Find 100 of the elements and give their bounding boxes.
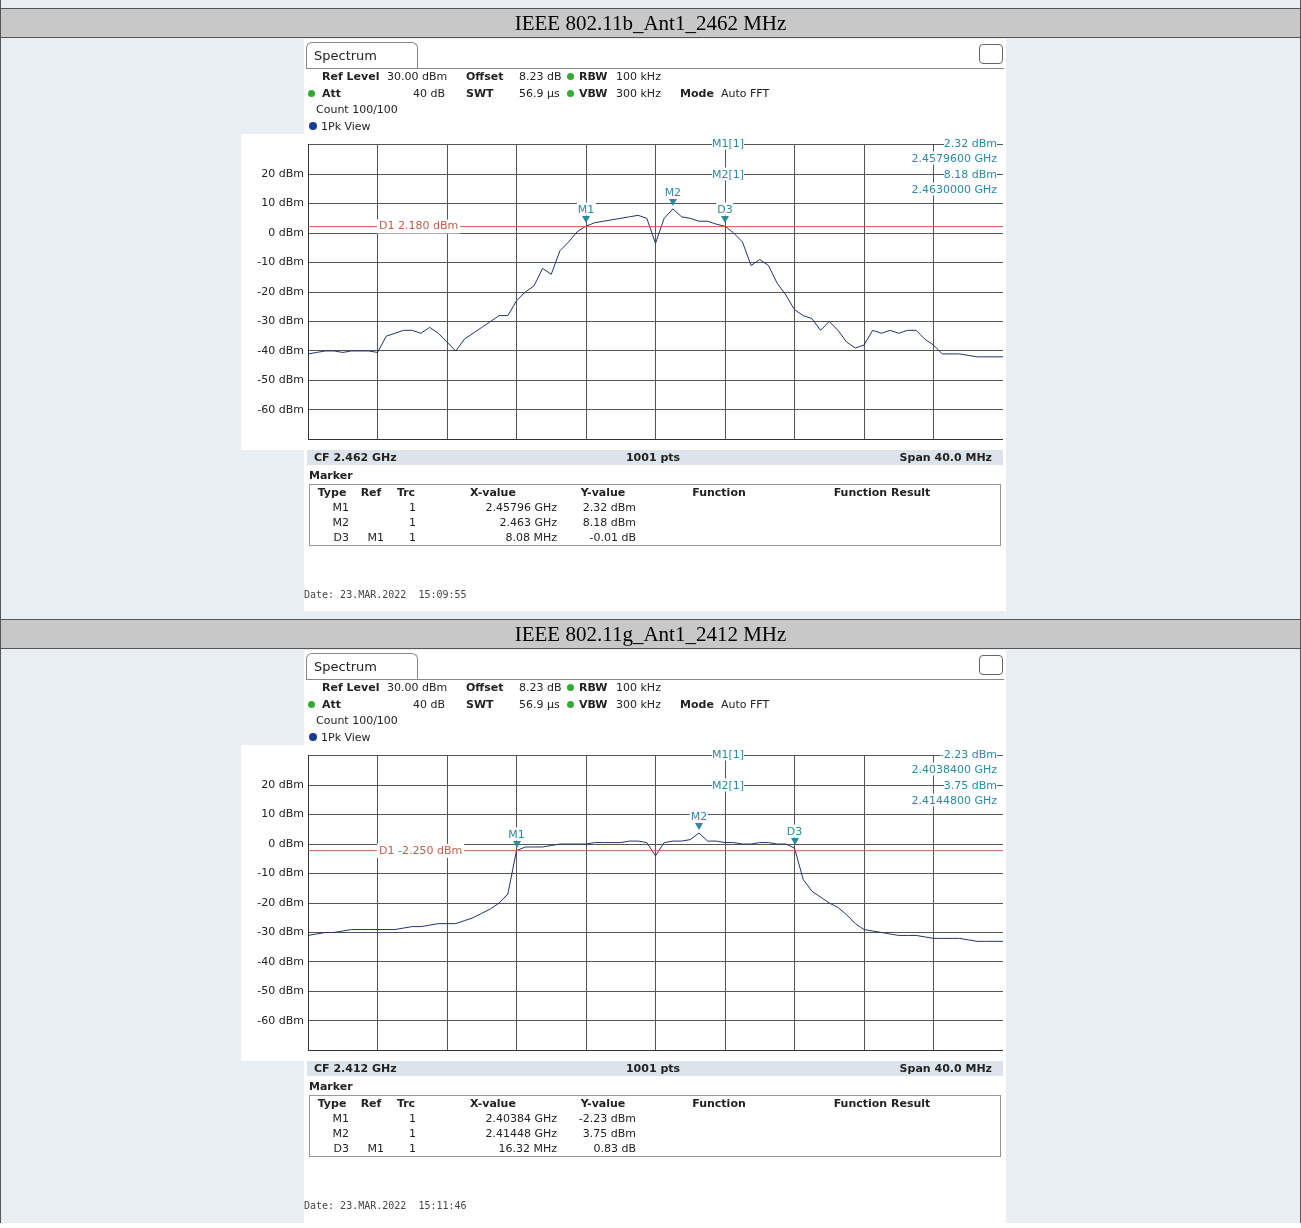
text: Function Result [833, 485, 931, 499]
text: Auto FFT [721, 697, 770, 711]
annotation: -2.23 dBm [939, 747, 997, 761]
text: 2.45796 GHz [485, 500, 557, 514]
y-tick-label: -30 dBm [257, 925, 304, 939]
annotation: M2[1] [712, 167, 745, 181]
text: M1 [367, 1141, 384, 1155]
annotation: 2.4630000 GHz [911, 182, 997, 196]
text: SWT [466, 697, 494, 711]
y-tick-label: -30 dBm [257, 314, 304, 328]
y-tick-label: -40 dBm [257, 954, 304, 968]
text: Offset [466, 69, 504, 83]
text: M1 [332, 500, 349, 514]
text: SWT [466, 86, 494, 100]
text: Type [317, 1096, 347, 1110]
text: VBW [579, 86, 608, 100]
y-tick-label: -20 dBm [257, 895, 304, 909]
y-tick-label: 0 dBm [268, 225, 304, 239]
annotation: D3 [716, 202, 734, 216]
text: 40 dB [412, 697, 445, 711]
text: 0.83 dB [593, 1141, 636, 1155]
text: Function [692, 1096, 746, 1110]
y-tick-label: -50 dBm [257, 373, 304, 387]
text: 1001 pts [625, 1061, 681, 1075]
text: 1 [409, 530, 416, 544]
text: 2.463 GHz [499, 515, 557, 529]
annotation: D3 [785, 824, 804, 838]
text: 2.41448 GHz [485, 1126, 557, 1140]
y-tick-label: 10 dBm [261, 196, 304, 210]
text: CF 2.462 GHz [314, 450, 397, 464]
text: X-value [470, 485, 516, 499]
text: 2.40384 GHz [485, 1111, 557, 1125]
text: 8.08 MHz [505, 530, 557, 544]
text: 1 [409, 1126, 416, 1140]
annotation: M1 [576, 202, 596, 216]
text: Ref Level [322, 680, 380, 694]
text: 56.9 µs [519, 86, 560, 100]
annotation: 2.4038400 GHz [911, 762, 997, 776]
text: RBW [579, 680, 608, 694]
text: 2.32 dBm [582, 500, 636, 514]
text: Date: 23.MAR.2022 15:11:46 [304, 1198, 467, 1212]
y-tick-label: 0 dBm [268, 836, 304, 850]
annotation: M2 [663, 185, 683, 199]
text: Spectrum [314, 658, 377, 674]
text: M1 [367, 530, 384, 544]
y-tick-label: -10 dBm [257, 255, 304, 269]
text: Offset [466, 680, 504, 694]
annotation: 2.4579600 GHz [911, 151, 997, 165]
text: Mode [680, 697, 714, 711]
text: Type [317, 485, 347, 499]
chart-title: IEEE 802.11g_Ant1_2412 MHz [1, 619, 1300, 649]
annotation: M1 [507, 827, 526, 841]
y-tick-label: 20 dBm [261, 777, 304, 791]
y-tick-label: -60 dBm [257, 402, 304, 416]
text: 56.9 µs [519, 697, 560, 711]
text: 1 [409, 500, 416, 514]
text: 1 [409, 1141, 416, 1155]
text: Marker [309, 468, 353, 482]
text: 300 kHz [616, 86, 661, 100]
text: 3.75 dBm [582, 1126, 636, 1140]
text: 30.00 dBm [387, 680, 448, 694]
text: 8.23 dB [519, 680, 562, 694]
text: 1 [409, 1111, 416, 1125]
text: Span 40.0 MHz [899, 450, 992, 464]
text: 30.00 dBm [387, 69, 448, 83]
text: Att [322, 86, 342, 100]
text: 1 [409, 515, 416, 529]
text: Trc [396, 1096, 416, 1110]
annotation: 8.18 dBm [943, 167, 997, 181]
text: 16.32 MHz [498, 1141, 557, 1155]
text: Function Result [833, 1096, 931, 1110]
text: Auto FFT [721, 86, 770, 100]
text: Date: 23.MAR.2022 15:09:55 [304, 587, 467, 601]
text: 1Pk View [321, 730, 371, 744]
text: Trc [396, 485, 416, 499]
ref-line-label: D1 -2.250 dBm [379, 843, 463, 857]
text: 100 kHz [616, 69, 661, 83]
chart-title: IEEE 802.11b_Ant1_2462 MHz [1, 8, 1300, 38]
text: CF 2.412 GHz [314, 1061, 397, 1075]
annotation: M2 [689, 809, 709, 823]
text: M1 [332, 1111, 349, 1125]
text: 1001 pts [625, 450, 681, 464]
text: 8.18 dBm [582, 515, 636, 529]
text: 300 kHz [616, 697, 661, 711]
text: Y-value [580, 1096, 626, 1110]
text: M2 [332, 1126, 349, 1140]
annotation: M1[1] [712, 136, 745, 150]
text: 8.23 dB [519, 69, 562, 83]
text: Spectrum [314, 47, 377, 63]
text: D3 [333, 530, 349, 544]
y-tick-label: -40 dBm [257, 343, 304, 357]
text: X-value [470, 1096, 516, 1110]
text: Att [322, 697, 342, 711]
text: -0.01 dB [589, 530, 636, 544]
y-tick-label: -10 dBm [257, 866, 304, 880]
text: Ref Level [322, 69, 380, 83]
text: Function [692, 485, 746, 499]
text: Y-value [580, 485, 626, 499]
ref-line-label: D1 2.180 dBm [379, 219, 459, 233]
annotation: 2.4144800 GHz [911, 793, 997, 807]
